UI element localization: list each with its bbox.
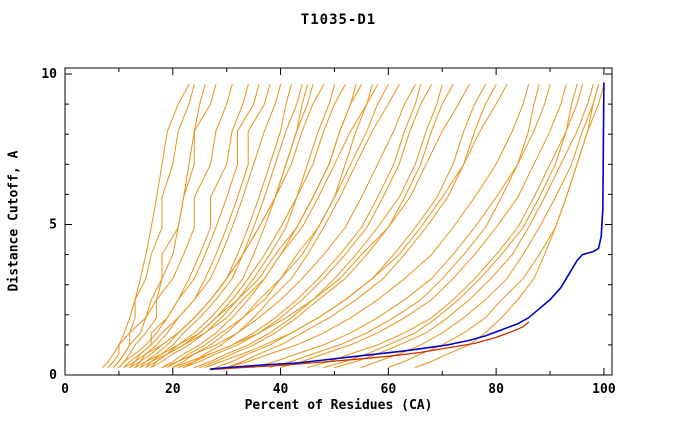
svg-text:20: 20: [165, 382, 181, 397]
x-axis-label: Percent of Residues (CA): [244, 398, 433, 413]
svg-text:0: 0: [49, 368, 57, 383]
svg-text:100: 100: [592, 382, 616, 397]
svg-text:80: 80: [488, 382, 504, 397]
chart-title: T1035-D1: [300, 12, 377, 28]
svg-text:10: 10: [41, 67, 57, 82]
svg-text:40: 40: [273, 382, 289, 397]
svg-text:0: 0: [61, 382, 69, 397]
svg-text:5: 5: [49, 218, 57, 233]
svg-text:60: 60: [381, 382, 397, 397]
